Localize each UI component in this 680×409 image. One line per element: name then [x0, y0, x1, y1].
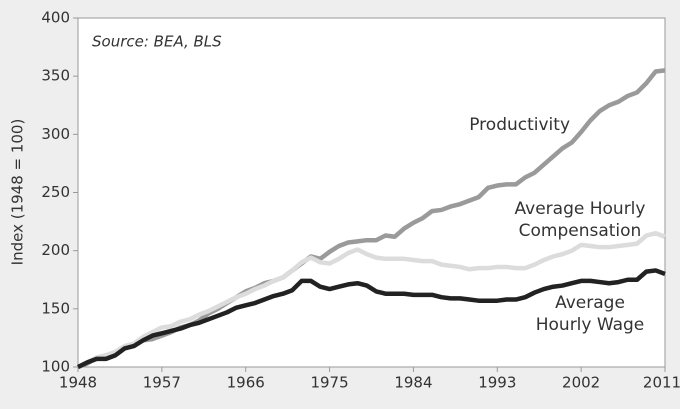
- x-tick-label: 2011: [643, 374, 680, 392]
- annotation: Source: BEA, BLS: [92, 33, 222, 51]
- x-tick-label: 1984: [394, 374, 432, 392]
- plot-area: [77, 17, 666, 368]
- y-tick-label: 250: [41, 183, 70, 201]
- annotation: Average: [555, 293, 625, 313]
- y-tick-label: 300: [41, 125, 70, 143]
- y-tick-label: 350: [41, 67, 70, 85]
- x-tick-label: 1957: [143, 374, 181, 392]
- series-line: [76, 268, 666, 370]
- x-tick-label: 1993: [478, 374, 516, 392]
- y-axis-label: Index (1948 = 100): [9, 119, 27, 266]
- x-tick-label: 2002: [562, 374, 600, 392]
- annotation: Hourly Wage: [536, 315, 645, 335]
- y-tick-label: 150: [41, 299, 70, 317]
- y-tick-label: 100: [41, 358, 70, 376]
- series-line: [76, 230, 666, 370]
- annotation: Compensation: [519, 221, 642, 241]
- x-tick-label: 1948: [59, 374, 97, 392]
- annotation: Productivity: [469, 115, 570, 135]
- y-tick-label: 200: [41, 241, 70, 259]
- x-tick-label: 1975: [310, 374, 348, 392]
- annotation: Average Hourly: [515, 199, 646, 219]
- y-tick-label: 400: [41, 9, 70, 27]
- x-tick-label: 1966: [227, 374, 265, 392]
